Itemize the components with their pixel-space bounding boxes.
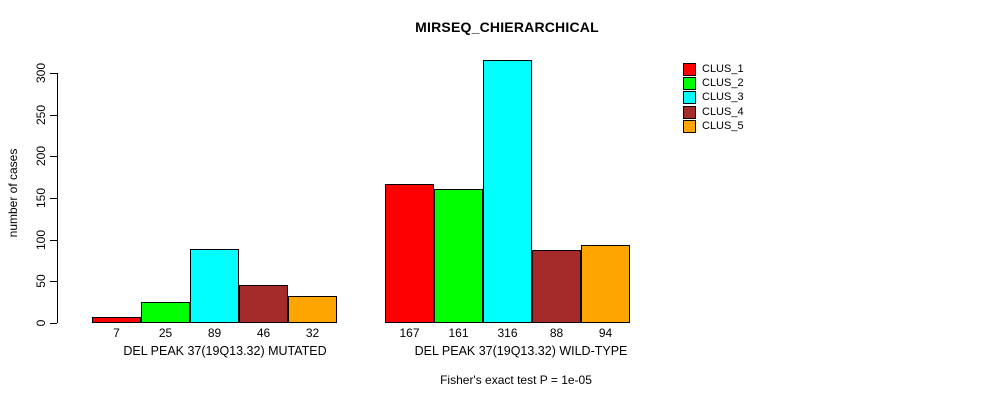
y-tick-label: 200 xyxy=(34,146,48,167)
bar-value-label: 316 xyxy=(497,326,518,340)
bar-clus_3-group1 xyxy=(190,248,239,323)
bar-clus_4-group1 xyxy=(239,284,288,323)
legend-item-clus_4: CLUS_4 xyxy=(683,105,744,119)
y-tick-mark xyxy=(50,198,57,199)
legend: CLUS_1 CLUS_2 CLUS_3 CLUS_4 CLUS_5 xyxy=(683,62,744,134)
y-axis-label: number of cases xyxy=(6,148,20,238)
legend-item-clus_2: CLUS_2 xyxy=(683,76,744,91)
legend-swatch-clus_1 xyxy=(683,62,696,76)
bar-clus_5-group2 xyxy=(581,244,630,323)
y-tick-mark xyxy=(50,156,57,158)
legend-label: CLUS_3 xyxy=(702,91,744,104)
y-tick-label: 0 xyxy=(34,319,48,327)
legend-label: CLUS_2 xyxy=(702,77,744,90)
legend-swatch-clus_4 xyxy=(683,105,696,119)
y-tick-mark xyxy=(50,323,57,324)
legend-swatch-clus_3 xyxy=(683,91,696,105)
bar-value-label: 94 xyxy=(598,326,613,340)
bar-clus_2-group2 xyxy=(434,188,483,323)
bar-clus_2-group1 xyxy=(141,302,190,323)
chart-title: MIRSEQ_CHIERARCHICAL xyxy=(415,19,599,35)
bar-value-label: 25 xyxy=(158,326,173,340)
y-tick-label: 300 xyxy=(34,62,48,84)
y-tick-label: 150 xyxy=(34,187,48,209)
bar-value-label: 32 xyxy=(305,326,320,340)
legend-label: CLUS_5 xyxy=(702,120,744,133)
bar-value-label: 167 xyxy=(399,326,420,340)
y-tick-label: 50 xyxy=(34,274,48,288)
legend-item-clus_5: CLUS_5 xyxy=(683,120,744,134)
legend-label: CLUS_4 xyxy=(702,105,744,118)
y-tick-label: 250 xyxy=(34,104,48,125)
bar-value-label: 89 xyxy=(207,326,222,340)
bar-clus_3-group2 xyxy=(483,59,532,323)
y-tick-mark xyxy=(50,239,57,241)
bar-value-label: 161 xyxy=(448,326,469,340)
group-label-2: DEL PEAK 37(19Q13.32) WILD-TYPE xyxy=(414,344,628,358)
y-tick-mark xyxy=(50,114,57,116)
bar-clus_1-group2 xyxy=(385,183,434,323)
legend-label: CLUS_1 xyxy=(702,62,744,75)
legend-item-clus_1: CLUS_1 xyxy=(683,62,744,76)
legend-item-clus_3: CLUS_3 xyxy=(683,91,744,105)
group-label-1: DEL PEAK 37(19Q13.32) MUTATED xyxy=(123,344,327,358)
y-tick-mark xyxy=(50,73,57,74)
y-axis-line xyxy=(57,73,58,323)
annotation-text: Fisher's exact test P = 1e-05 xyxy=(440,373,592,387)
bar-value-label: 88 xyxy=(549,326,564,340)
bar-clus_1-group1 xyxy=(92,317,141,323)
legend-swatch-clus_5 xyxy=(683,120,696,134)
bar-clus_5-group1 xyxy=(288,296,337,323)
bar-clus_4-group2 xyxy=(532,249,581,323)
y-tick-label: 100 xyxy=(34,229,48,250)
y-tick-mark xyxy=(50,281,57,283)
legend-swatch-clus_2 xyxy=(683,77,696,91)
bar-value-label: 7 xyxy=(113,326,120,340)
bar-value-label: 46 xyxy=(256,326,271,340)
